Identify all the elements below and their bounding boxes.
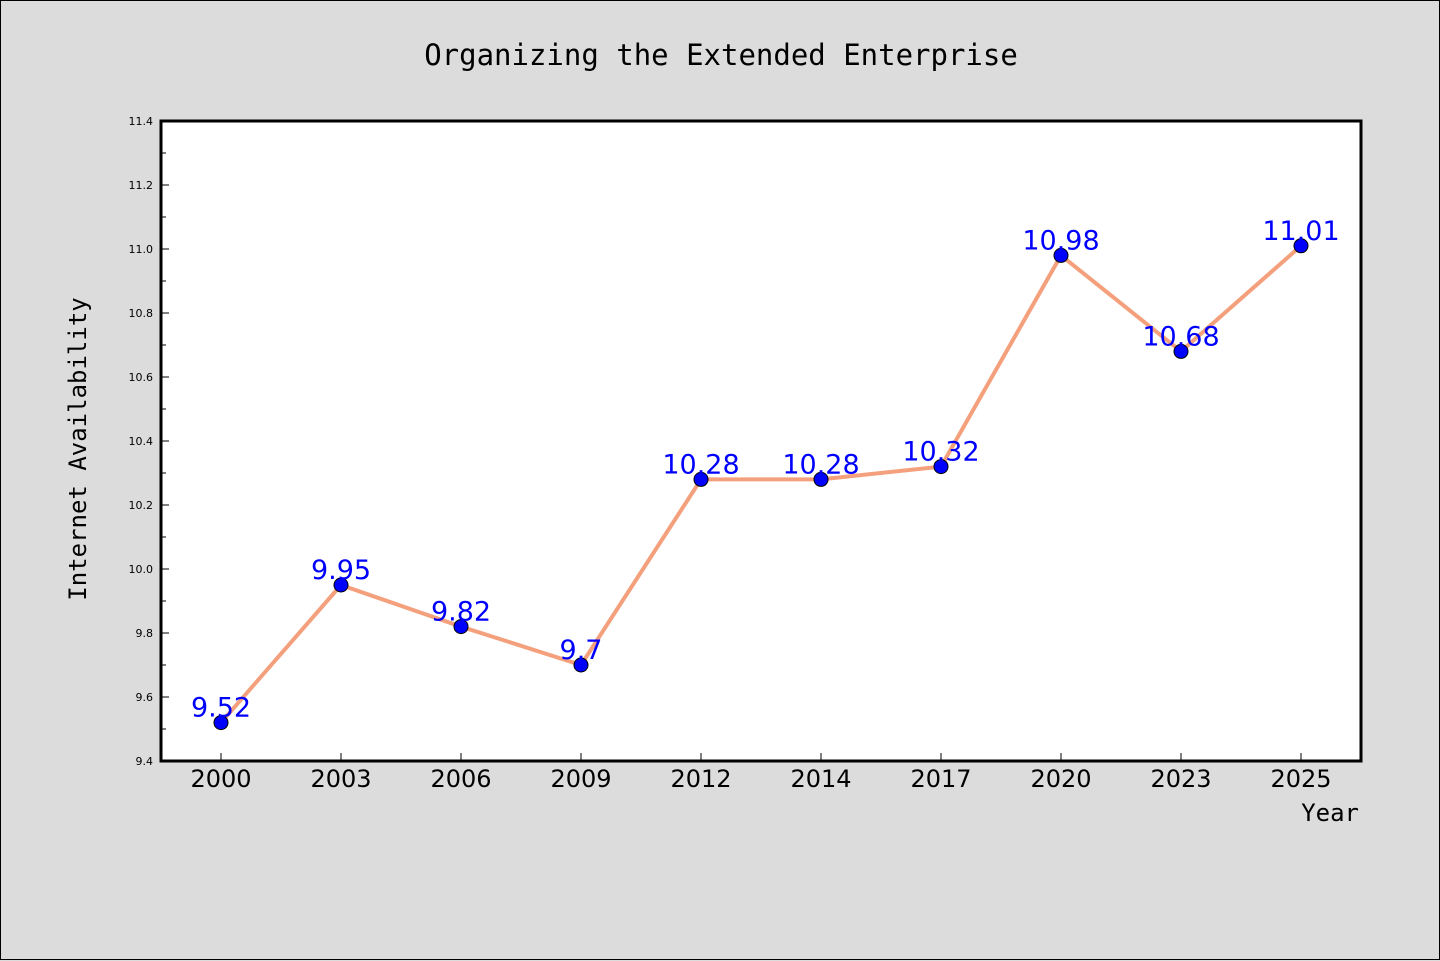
y-tick-label: 9.4	[136, 755, 154, 768]
data-point	[573, 657, 589, 673]
x-tick-label: 2012	[670, 765, 731, 793]
x-tick-label: 2023	[1150, 765, 1211, 793]
series-line	[219, 244, 1303, 724]
series-markers	[213, 238, 1309, 731]
plot-area	[161, 121, 1361, 761]
data-label: 9.52	[191, 693, 251, 724]
x-tick-label: 2009	[550, 765, 611, 793]
plot-border	[159, 119, 1363, 763]
data-label: 9.95	[311, 555, 371, 586]
data-point	[1293, 238, 1309, 254]
y-tick-label: 10.8	[129, 307, 154, 320]
data-point	[933, 459, 949, 475]
data-point	[453, 619, 469, 635]
y-tick-label: 11.0	[129, 243, 154, 256]
x-tick-label: 2014	[790, 765, 851, 793]
y-tick-label: 9.6	[136, 691, 154, 704]
chart-title: Organizing the Extended Enterprise	[424, 38, 1018, 72]
y-tick-label: 10.6	[129, 371, 154, 384]
y-axis-label: Internet Availability	[64, 297, 92, 600]
data-label: 10.28	[662, 449, 739, 480]
data-point	[333, 577, 349, 593]
x-axis-label: Year	[1301, 799, 1359, 827]
y-tick-label: 10.4	[129, 435, 154, 448]
y-tick-label: 10.0	[129, 563, 154, 576]
y-tick-label: 11.2	[129, 179, 154, 192]
data-labels: 9.52 9.95 9.82 9.7 10.28 10.28 10.32 10.98 10.68…	[191, 216, 1340, 724]
x-tick-label: 2017	[910, 765, 971, 793]
x-tick-label: 2000	[190, 765, 251, 793]
x-tick-label: 2020	[1030, 765, 1091, 793]
x-tick-label: 2025	[1270, 765, 1331, 793]
data-point	[693, 471, 709, 487]
data-point	[813, 471, 829, 487]
data-label: 10.98	[1022, 225, 1099, 256]
data-label: 10.32	[902, 437, 979, 468]
data-label: 9.7	[560, 635, 603, 666]
data-label: 9.82	[431, 597, 491, 628]
y-axis: 9.4 9.6 9.8 10.0 10.2 10.4 10.6 10.8 11.0 11.2 11.…	[129, 115, 169, 768]
data-label: 11.01	[1262, 216, 1339, 247]
data-point	[1173, 343, 1189, 359]
y-tick-label: 11.4	[129, 115, 154, 128]
y-tick-label: 10.2	[129, 499, 154, 512]
x-tick-label: 2003	[310, 765, 371, 793]
x-tick-label: 2006	[430, 765, 491, 793]
data-label: 10.28	[782, 449, 859, 480]
data-point	[213, 715, 229, 731]
data-point	[1053, 247, 1069, 263]
y-tick-label: 9.8	[136, 627, 154, 640]
data-label: 10.68	[1142, 321, 1219, 352]
x-axis: 2000 2003 2006 2009 2012 2014 2017 2020 2023 2025	[190, 753, 1332, 793]
